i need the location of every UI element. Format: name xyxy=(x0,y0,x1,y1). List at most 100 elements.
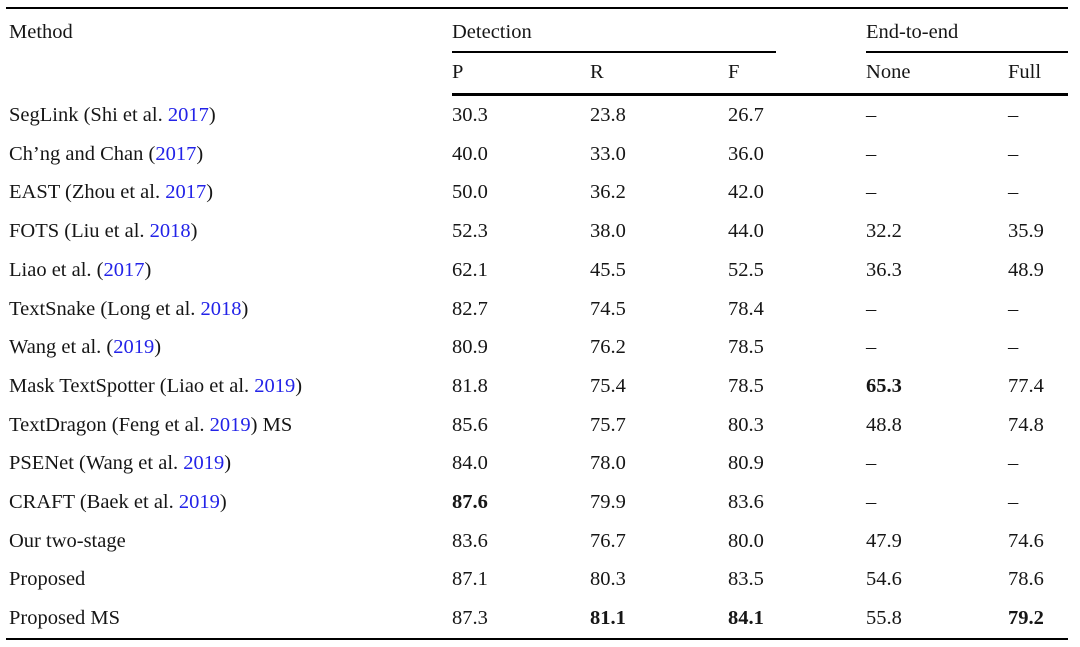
method-cell: Liao et al. (2017) xyxy=(6,251,452,290)
value-cell: 50.0 xyxy=(452,181,488,204)
value-cell: 80.9 xyxy=(452,336,488,359)
value-cell: 77.4 xyxy=(1008,374,1044,397)
citation-year-link[interactable]: 2018 xyxy=(149,220,191,243)
value-cell: 47.9 xyxy=(866,529,902,552)
citation-year-link[interactable]: 2019 xyxy=(209,413,251,436)
value-cell: 42.0 xyxy=(728,181,764,204)
citation-year-link[interactable]: 2017 xyxy=(103,258,145,281)
value-cell: – xyxy=(866,297,877,320)
value-cell: 83.6 xyxy=(452,529,488,552)
value-cell: 54.6 xyxy=(866,568,902,591)
citation-year-link[interactable]: 2017 xyxy=(155,142,197,165)
column-gap xyxy=(776,52,867,96)
method-name-suffix: ) xyxy=(241,297,249,320)
col-header-method: Method xyxy=(9,21,73,43)
value-cell: – xyxy=(866,336,877,359)
value-cell: 36.2 xyxy=(590,181,626,204)
method-cell: Proposed MS xyxy=(6,599,452,640)
value-cell: 62.1 xyxy=(452,258,488,281)
column-gap xyxy=(776,290,866,329)
citation-year-link[interactable]: 2019 xyxy=(113,336,155,359)
method-name: Wang et al. ( xyxy=(9,336,114,359)
method-name-suffix: ) xyxy=(154,336,162,359)
value-cell: – xyxy=(866,142,877,165)
method-cell: Wang et al. (2019) xyxy=(6,328,452,367)
col-group-detection: Detection xyxy=(452,8,777,53)
column-gap xyxy=(776,328,866,367)
method-name-suffix: ) MS xyxy=(250,413,293,436)
method-name: CRAFT (Baek et al. xyxy=(9,491,179,514)
method-name: Proposed xyxy=(9,568,86,591)
value-cell: 81.8 xyxy=(452,374,488,397)
table-row: CRAFT (Baek et al. 2019) 87.6 79.9 83.6 – – xyxy=(6,483,1068,522)
method-cell: Ch’ng and Chan (2017) xyxy=(6,135,452,174)
value-cell: – xyxy=(1008,181,1019,204)
method-name: Mask TextSpotter (Liao et al. xyxy=(9,374,255,397)
method-name-suffix: ) xyxy=(295,374,303,397)
value-cell: – xyxy=(1008,452,1019,475)
citation-year-link[interactable]: 2017 xyxy=(167,104,209,126)
col-header-none-lexicon: None xyxy=(866,52,1009,96)
value-cell: 84.1 xyxy=(728,599,777,640)
citation-year-link[interactable]: 2019 xyxy=(254,374,296,397)
method-name: SegLink (Shi et al. xyxy=(9,104,168,126)
column-gap xyxy=(776,406,866,445)
value-cell: 38.0 xyxy=(590,220,626,243)
method-name: Liao et al. ( xyxy=(9,258,104,281)
col-header-fmeasure: F xyxy=(728,52,777,96)
value-cell: 78.0 xyxy=(590,452,626,475)
method-cell: Proposed xyxy=(6,560,452,599)
column-gap xyxy=(776,212,866,251)
column-gap xyxy=(776,560,866,599)
value-cell: 83.5 xyxy=(728,568,764,591)
value-cell: 87.1 xyxy=(452,568,488,591)
column-gap xyxy=(776,8,866,52)
method-name: TextSnake (Long et al. xyxy=(9,297,201,320)
value-cell: – xyxy=(866,452,877,475)
method-cell: CRAFT (Baek et al. 2019) xyxy=(6,483,452,522)
value-cell: 36.0 xyxy=(728,142,764,165)
value-cell: 85.6 xyxy=(452,413,488,436)
method-cell: PSENet (Wang et al. 2019) xyxy=(6,444,452,483)
value-cell: 80.9 xyxy=(728,452,764,475)
value-cell: 76.7 xyxy=(590,529,626,552)
table-row: Wang et al. (2019) 80.9 76.2 78.5 – – xyxy=(6,328,1068,367)
value-cell: – xyxy=(1008,336,1019,359)
value-cell: 78.4 xyxy=(728,297,764,320)
value-cell: 44.0 xyxy=(728,220,764,243)
column-gap xyxy=(776,367,866,406)
table-row: SegLink (Shi et al. 2017) 30.3 23.8 26.7 – – xyxy=(6,95,1068,135)
value-cell: 48.9 xyxy=(1008,258,1044,281)
method-cell: TextDragon (Feng et al. 2019) MS xyxy=(6,406,452,445)
value-cell: 81.1 xyxy=(590,599,728,640)
method-cell: SegLink (Shi et al. 2017) xyxy=(6,95,452,135)
value-cell: 40.0 xyxy=(452,142,488,165)
value-cell: – xyxy=(1008,297,1019,320)
method-name: Proposed MS xyxy=(9,607,121,630)
citation-year-link[interactable]: 2019 xyxy=(183,452,225,475)
column-gap xyxy=(776,444,866,483)
group-header-row: Method Detection End-to-end xyxy=(6,8,1069,53)
table-row: EAST (Zhou et al. 2017) 50.0 36.2 42.0 – – xyxy=(6,173,1068,212)
method-name-suffix: ) xyxy=(219,491,227,514)
value-cell: 75.4 xyxy=(590,374,626,397)
citation-year-link[interactable]: 2018 xyxy=(200,297,242,320)
value-cell: 79.9 xyxy=(590,491,626,514)
table-row: TextSnake (Long et al. 2018) 82.7 74.5 78.… xyxy=(6,290,1068,329)
table-row: Liao et al. (2017) 62.1 45.5 52.5 36.3 48.9 xyxy=(6,251,1068,290)
column-gap xyxy=(776,135,866,174)
table-row: FOTS (Liu et al. 2018) 52.3 38.0 44.0 32.2 3… xyxy=(6,212,1068,251)
method-cell: FOTS (Liu et al. 2018) xyxy=(6,212,452,251)
citation-year-link[interactable]: 2019 xyxy=(178,491,220,514)
table-row: Proposed 87.1 80.3 83.5 54.6 78.6 xyxy=(6,560,1068,599)
method-cell: Mask TextSpotter (Liao et al. 2019) xyxy=(6,367,452,406)
method-cell: TextSnake (Long et al. 2018) xyxy=(6,290,452,329)
value-cell: 83.6 xyxy=(728,491,764,514)
value-cell: 78.6 xyxy=(1008,568,1044,591)
method-name-suffix: ) xyxy=(206,181,214,204)
value-cell: – xyxy=(1008,491,1019,514)
table-row: TextDragon (Feng et al. 2019) MS 85.6 75.… xyxy=(6,406,1068,445)
value-cell: 74.6 xyxy=(1008,529,1044,552)
citation-year-link[interactable]: 2017 xyxy=(165,181,207,204)
